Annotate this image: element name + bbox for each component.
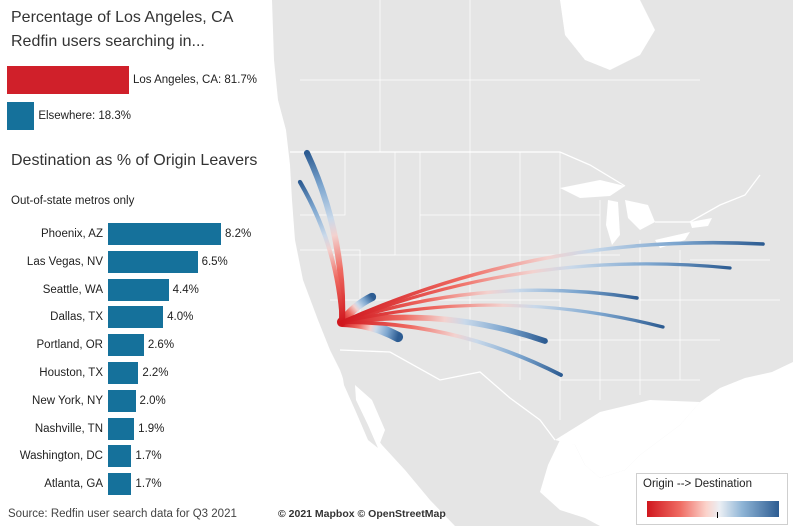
lake-huron <box>625 200 655 230</box>
bar-category-label: Atlanta, GA <box>44 478 103 491</box>
bar-category-label: Nashville, TN <box>34 422 103 435</box>
bar-category-label: Portland, OR <box>36 339 103 352</box>
map-credit[interactable]: © 2021 Mapbox © OpenStreetMap <box>278 508 446 520</box>
lake-michigan <box>606 200 620 245</box>
flow-line[interactable] <box>339 314 548 344</box>
gulf-of-mexico <box>555 400 700 478</box>
flow-line[interactable] <box>340 262 732 324</box>
bar[interactable] <box>108 250 198 273</box>
lake-ontario <box>690 218 712 228</box>
bar[interactable] <box>108 306 164 329</box>
flow-line[interactable] <box>340 320 563 377</box>
flow-line[interactable] <box>340 240 765 324</box>
bar-value-label: 1.9% <box>138 422 165 435</box>
bar-value-label: 2.2% <box>142 367 169 379</box>
bar-category-label: Las Vegas, NV <box>26 255 103 268</box>
bar-value-label: 2.6% <box>147 339 175 352</box>
elsewhere-share-bar[interactable] <box>7 102 35 130</box>
bar[interactable] <box>108 389 136 412</box>
destination-title: Destination as % of Origin Leavers <box>11 152 258 169</box>
hudson-bay <box>560 0 655 70</box>
bar-category-label: New York, NY <box>32 394 103 407</box>
bar[interactable] <box>108 362 139 384</box>
bar-value-label: 1.7% <box>135 450 162 463</box>
color-legend: Origin --> Destination <box>636 473 788 525</box>
panel-title: Percentage of Los Angeles, CA Redfin use… <box>11 9 233 50</box>
lake-superior <box>560 180 625 198</box>
flow-line[interactable] <box>297 179 345 325</box>
flow-lines <box>297 149 765 377</box>
bar-category-label: Phoenix, AZ <box>40 228 103 240</box>
bar-value-label: 8.2% <box>225 228 252 240</box>
flow-line[interactable] <box>340 303 665 329</box>
bar-category-label: Houston, TX <box>39 367 103 379</box>
bar[interactable] <box>108 473 132 496</box>
bar-value-label: 1.7% <box>135 478 162 491</box>
bar[interactable] <box>108 223 221 245</box>
bar-category-label: Seattle, WA <box>42 283 103 296</box>
source-note: Source: Redfin user search data for Q3 2… <box>8 508 237 520</box>
bar[interactable] <box>108 445 132 468</box>
bar-value-label: 2.0% <box>139 394 166 407</box>
bar-value-label: 6.5% <box>201 255 228 268</box>
bar[interactable] <box>108 334 144 357</box>
bar[interactable] <box>108 417 135 440</box>
legend-title: Origin --> Destination <box>643 478 752 490</box>
bar[interactable] <box>108 278 169 301</box>
flow-line[interactable] <box>340 288 639 324</box>
legend-tick <box>717 512 718 518</box>
bar-category-label: Washington, DC <box>19 450 103 463</box>
legend-color-ramp <box>647 501 779 517</box>
local-share-bar[interactable] <box>7 66 129 94</box>
bar-value-label: 4.4% <box>172 283 199 296</box>
elsewhere-share-label: Elsewhere: 18.3% <box>38 110 132 122</box>
bar-category-label: Dallas, TX <box>50 311 103 324</box>
gulf-of-california <box>355 385 385 448</box>
bar-value-label: 4.0% <box>167 311 194 324</box>
destination-subtitle: Out-of-state metros only <box>11 195 135 207</box>
local-share-label: Los Angeles, CA: 81.7% <box>133 74 258 86</box>
north-america-land <box>272 0 793 526</box>
